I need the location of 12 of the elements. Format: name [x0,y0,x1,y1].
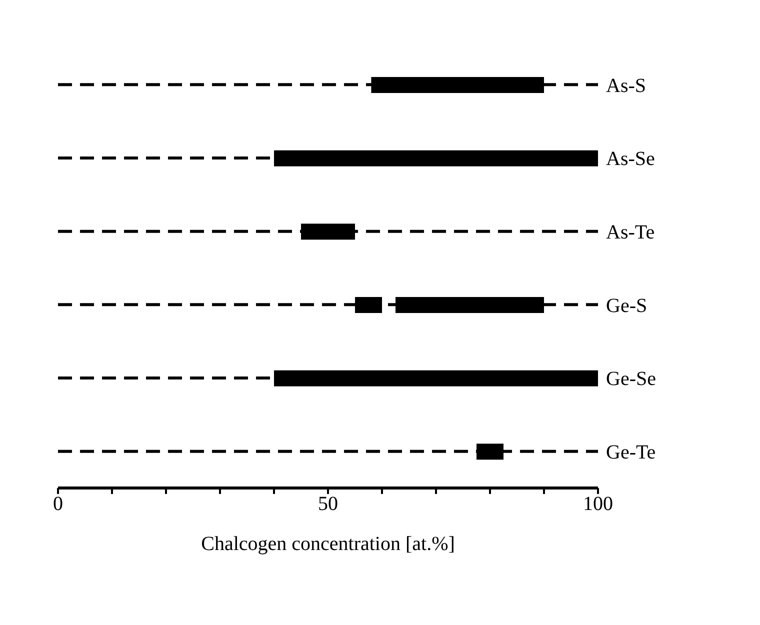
x-tick-label: 0 [53,493,63,516]
y-tick-label: Ge-Te [606,441,656,464]
y-tick-label: As-Te [606,221,655,244]
y-tick-label: Ge-Se [606,368,656,390]
y-tick-label: Ge-S [606,294,648,317]
x-axis-title: Chalcogen concentration [at.%] [201,533,455,555]
bar [274,370,598,386]
y-tick-label: As-S [606,74,646,97]
x-tick-label: 50 [318,493,338,516]
x-tick-label: 100 [583,493,613,516]
y-tick-label: As-Se [606,148,656,170]
bar [274,150,598,166]
